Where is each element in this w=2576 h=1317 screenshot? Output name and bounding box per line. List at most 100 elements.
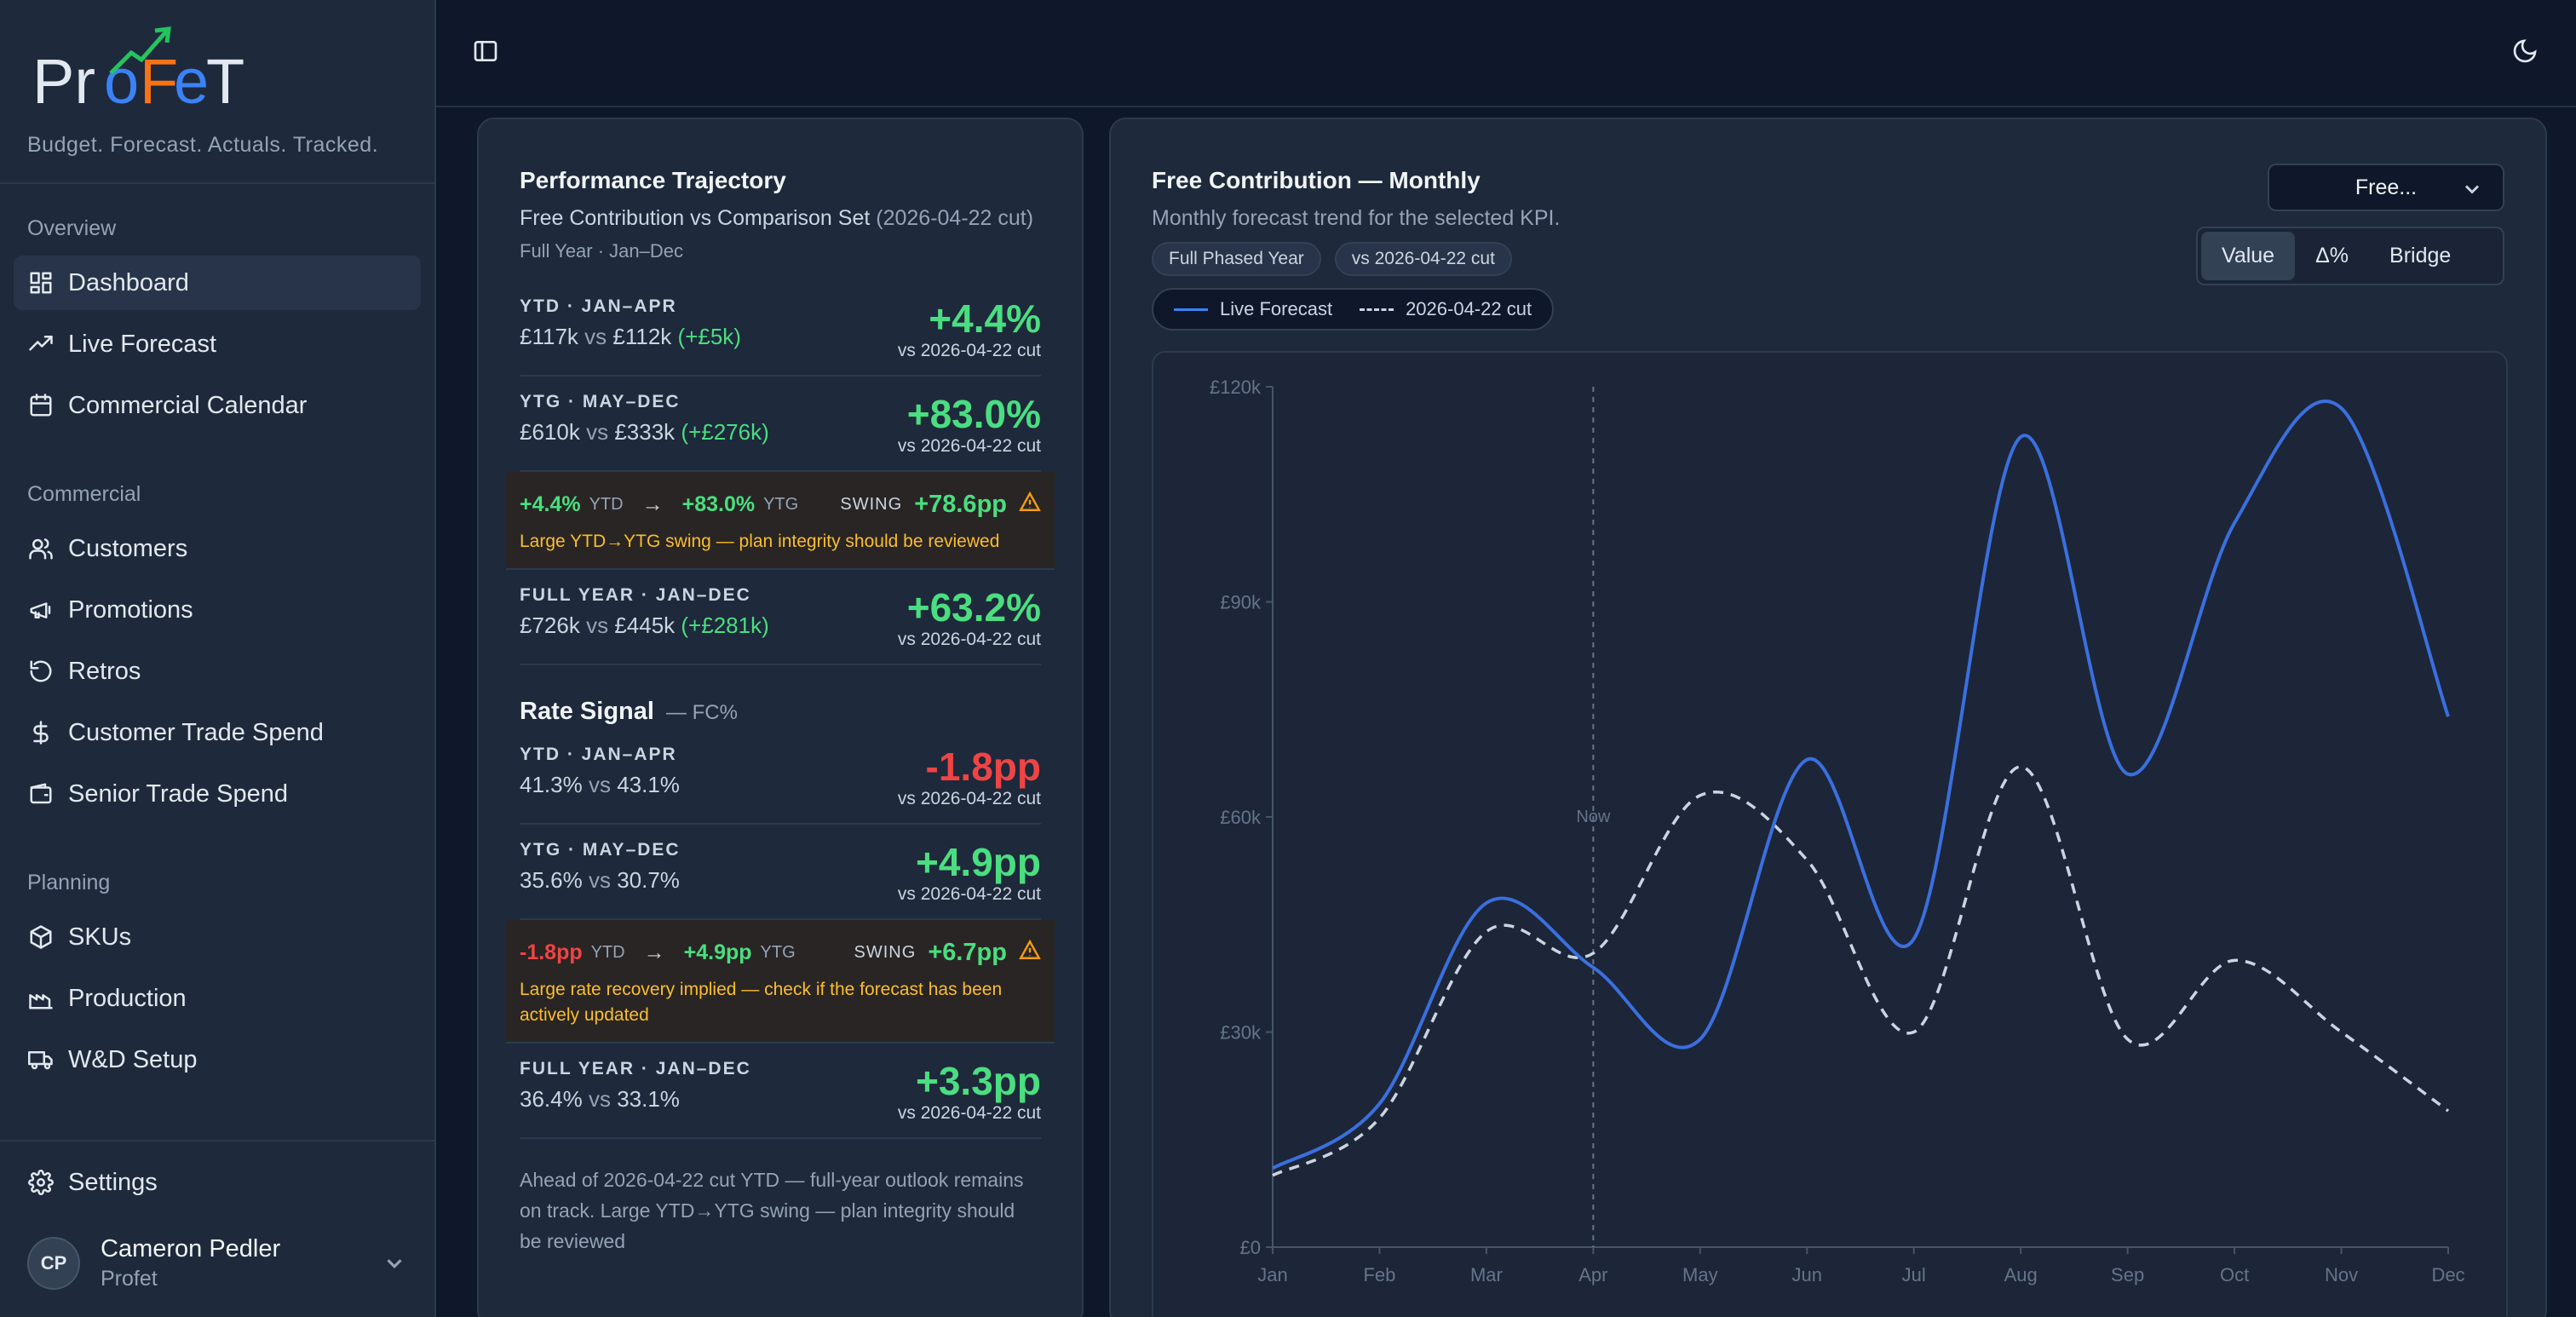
swing-to: +4.9pp xyxy=(683,940,752,964)
arrow-right-icon: → xyxy=(641,492,664,516)
nav-planning: Planning SKUs Production W&D Setup xyxy=(0,866,434,1087)
rate-full-year-row: FULL YEAR · JAN–DEC 36.4% vs 33.1% +3.3p… xyxy=(520,1044,1041,1139)
swing-label: SWING xyxy=(854,943,917,962)
x-tick-label: Nov xyxy=(2325,1264,2358,1285)
sidebar: Pr o F e T Budget. Forecast. Actuals. Tr… xyxy=(0,0,436,1317)
theme-toggle-moon-icon[interactable] xyxy=(2511,37,2539,69)
user-menu[interactable]: CP Cameron Pedler Profet xyxy=(14,1227,421,1300)
view-toggle: Value Δ% Bridge xyxy=(2196,227,2504,285)
chart-title: Free Contribution — Monthly xyxy=(1152,167,1481,193)
trending-up-icon xyxy=(27,331,55,358)
rate-signal-heading: Rate Signal — FC% xyxy=(520,698,1041,726)
ytd-row: YTD · JAN–APR £117k vs £112k (+£5k) +4.4… xyxy=(520,281,1041,377)
line-chart: £0 £30k £60k £90k £120k Jan Feb Mar Apr May Jun Jul… xyxy=(1210,377,2465,1285)
x-tick-label: May xyxy=(1682,1264,1718,1285)
sidebar-item-promotions[interactable]: Promotions xyxy=(14,583,421,637)
legend-swatch-cut xyxy=(1360,308,1394,311)
value-compare: £333k xyxy=(614,419,676,445)
value-compare: 43.1% xyxy=(617,772,680,797)
nav-commercial: Commercial Customers Promotions Retros C… xyxy=(0,477,434,821)
sidebar-item-label: SKUs xyxy=(68,923,132,951)
swing-to-tag: YTG xyxy=(763,495,799,514)
sidebar-item-label: Dashboard xyxy=(68,268,189,296)
series-line-cut xyxy=(1272,765,2450,1177)
row-values: £610k vs £333k (+£276k) xyxy=(520,419,769,446)
vs-cut: vs 2026-04-22 cut xyxy=(897,789,1041,808)
y-tick-label: £0 xyxy=(1240,1237,1261,1258)
sidebar-toggle-icon[interactable] xyxy=(472,37,499,69)
nav-overview: Overview Dashboard Live Forecast Commerc… xyxy=(0,211,434,433)
row-label: YTG · MAY–DEC xyxy=(520,840,681,860)
wallet-icon xyxy=(27,780,55,808)
nav-heading-planning: Planning xyxy=(27,871,111,894)
x-tick-label: Dec xyxy=(2431,1264,2464,1285)
svg-text:T: T xyxy=(206,46,244,116)
sidebar-item-senior-trade-spend[interactable]: Senior Trade Spend xyxy=(14,767,421,821)
rate-swing-alert: -1.8pp YTD → +4.9pp YTG SWING +6.7pp Lar… xyxy=(506,920,1055,1044)
big-metric: +83.0% xyxy=(906,392,1041,436)
sidebar-item-customers[interactable]: Customers xyxy=(14,521,421,576)
svg-text:Pr: Pr xyxy=(32,46,95,116)
x-tick-label: Jun xyxy=(1792,1264,1822,1285)
now-marker-label: Now xyxy=(1576,808,1611,826)
vs-cut: vs 2026-04-22 cut xyxy=(897,436,1041,456)
x-tick-label: Mar xyxy=(1470,1264,1503,1285)
y-tick-label: £30k xyxy=(1220,1022,1262,1044)
box-icon xyxy=(27,923,55,951)
sidebar-item-settings[interactable]: Settings xyxy=(14,1155,421,1210)
big-metric: +4.4% xyxy=(929,296,1041,341)
sidebar-footer: Settings CP Cameron Pedler Profet xyxy=(0,1140,434,1300)
subtitle-kpi: Free Contribution vs Comparison Set xyxy=(520,206,871,230)
nav-heading-overview: Overview xyxy=(27,216,117,240)
x-tick-label: Jul xyxy=(1902,1264,1926,1285)
toggle-value[interactable]: Value xyxy=(2201,232,2296,280)
chevron-down-icon[interactable] xyxy=(382,1251,407,1276)
sidebar-item-customer-trade-spend[interactable]: Customer Trade Spend xyxy=(14,705,421,760)
swing-to: +83.0% xyxy=(681,492,756,516)
kpi-select[interactable]: Free... xyxy=(2268,164,2504,211)
sidebar-item-skus[interactable]: SKUs xyxy=(14,910,421,964)
chart-area: £0 £30k £60k £90k £120k Jan Feb Mar Apr May Jun Jul… xyxy=(1152,351,2508,1317)
x-tick-label: Oct xyxy=(2220,1264,2249,1285)
toggle-delta-pct[interactable]: Δ% xyxy=(2315,244,2349,267)
pill-full-phased-year: Full Phased Year xyxy=(1152,242,1321,276)
row-values: 35.6% vs 30.7% xyxy=(520,867,681,894)
swing-message: Large rate recovery implied — check if t… xyxy=(520,980,1003,1025)
swing-value: +78.6pp xyxy=(914,491,1007,518)
swing-from-tag: YTD xyxy=(589,495,624,514)
brand: Pr o F e T Budget. Forecast. Actuals. Tr… xyxy=(0,0,434,184)
sidebar-item-production[interactable]: Production xyxy=(14,971,421,1026)
toggle-bridge[interactable]: Bridge xyxy=(2389,244,2452,267)
sidebar-item-label: Promotions xyxy=(68,595,193,624)
row-label: YTG · MAY–DEC xyxy=(520,392,681,411)
y-tick-label: £60k xyxy=(1220,807,1262,828)
value-delta: (+£5k) xyxy=(677,324,741,349)
value-compare: £112k xyxy=(612,324,672,349)
big-metric: -1.8pp xyxy=(925,745,1041,789)
x-tick-label: Feb xyxy=(1363,1264,1395,1285)
row-label: FULL YEAR · JAN–DEC xyxy=(520,585,751,605)
value-delta: (+£281k) xyxy=(681,612,769,638)
sidebar-item-live-forecast[interactable]: Live Forecast xyxy=(14,317,421,371)
warning-icon xyxy=(1019,491,1041,519)
main-content: Performance Trajectory Free Contribution… xyxy=(436,0,2576,1317)
users-icon xyxy=(27,535,55,562)
rotate-icon xyxy=(27,658,55,685)
value-compare: £445k xyxy=(614,612,676,638)
sidebar-item-label: W&D Setup xyxy=(68,1045,198,1073)
sidebar-item-dashboard[interactable]: Dashboard xyxy=(14,256,421,310)
chart-legend: Live Forecast 2026-04-22 cut xyxy=(1152,288,1555,331)
swing-label: SWING xyxy=(840,495,903,514)
profet-logo[interactable]: Pr o F e T xyxy=(27,22,407,121)
sidebar-item-label: Production xyxy=(68,984,187,1012)
sidebar-item-label: Senior Trade Spend xyxy=(68,779,288,808)
ytg-row: YTG · MAY–DEC £610k vs £333k (+£276k) +8… xyxy=(520,377,1041,472)
value-current: 36.4% xyxy=(520,1086,583,1112)
x-tick-label: Apr xyxy=(1578,1264,1607,1285)
sidebar-item-commercial-calendar[interactable]: Commercial Calendar xyxy=(14,378,421,433)
user-name: Cameron Pedler xyxy=(101,1235,281,1262)
calendar-icon xyxy=(27,392,55,419)
sidebar-item-retros[interactable]: Retros xyxy=(14,644,421,699)
full-year-row: FULL YEAR · JAN–DEC £726k vs £445k (+£28… xyxy=(520,570,1041,665)
sidebar-item-wd-setup[interactable]: W&D Setup xyxy=(14,1032,421,1087)
